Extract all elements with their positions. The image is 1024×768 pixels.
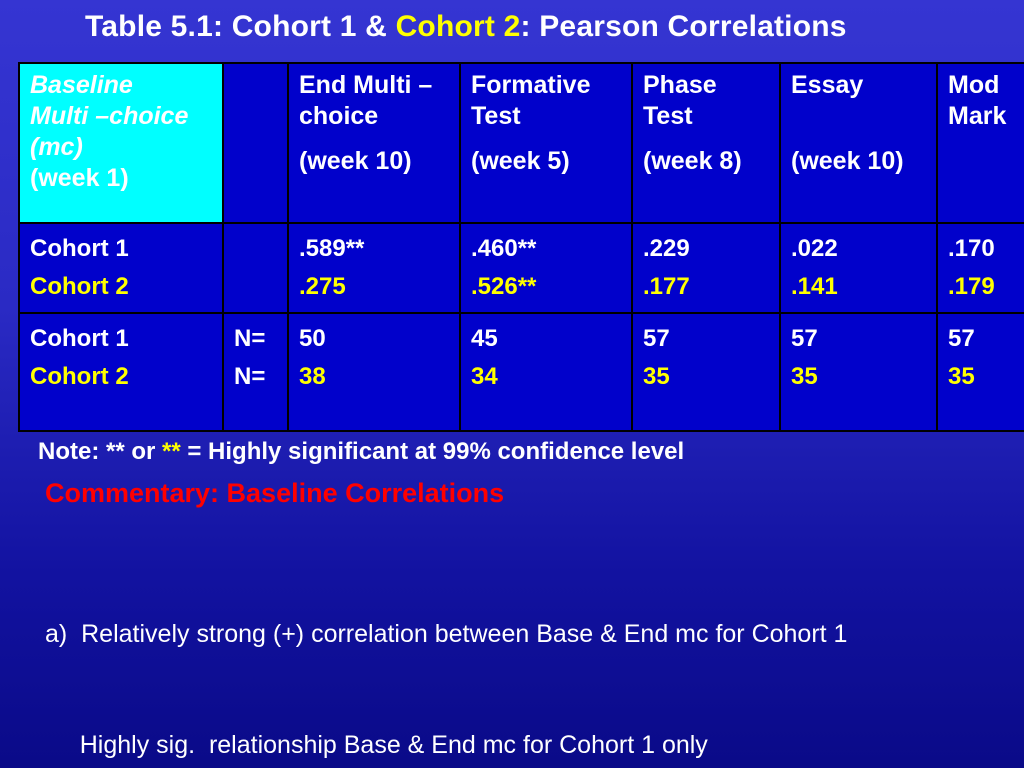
correlations-row: Cohort 1 Cohort 2 .589** .275 .460** .52… xyxy=(18,222,1024,314)
cohort1-label: Cohort 1 xyxy=(30,325,129,352)
n-cohort1: 57 xyxy=(948,325,975,352)
header-formative-week: (week 5) xyxy=(471,147,570,175)
header-mod-line2: Mark xyxy=(948,102,1007,130)
header-cell-mod: Mod Mark xyxy=(936,62,1024,224)
value-cell: 57 35 xyxy=(779,312,938,432)
slide-title: Table 5.1: Cohort 1 & Cohort 2: Pearson … xyxy=(85,10,847,44)
header-cell-endmc: End Multi – choice (week 10) xyxy=(287,62,461,224)
header-essay-week: (week 10) xyxy=(791,147,904,175)
n-cell: N= N= xyxy=(222,312,289,432)
header-cell-empty xyxy=(222,62,289,224)
row-label-cell: Cohort 1 Cohort 2 xyxy=(18,222,224,314)
n-label-2: N= xyxy=(234,363,266,390)
header-phase-week: (week 8) xyxy=(643,147,742,175)
cohort1-label: Cohort 1 xyxy=(30,235,129,262)
cohort2-label: Cohort 2 xyxy=(30,363,129,390)
header-cell-formative: Formative Test (week 5) xyxy=(459,62,633,224)
note-part-2: = Highly significant at 99% confidence l… xyxy=(180,438,685,465)
value-cell: 50 38 xyxy=(287,312,461,432)
value-cohort2: .177 xyxy=(643,273,690,300)
baseline-line-2: Multi –choice xyxy=(30,102,189,130)
value-cohort2: .275 xyxy=(299,273,346,300)
value-cohort1: .229 xyxy=(643,235,690,262)
n-cohort2: 34 xyxy=(471,363,498,390)
correlation-table: Baseline Multi –choice (mc) (week 1) End… xyxy=(18,62,1024,432)
header-cell-essay: Essay (week 10) xyxy=(779,62,938,224)
bullet-a-line1: a) Relatively strong (+) correlation bet… xyxy=(45,620,848,648)
cohort2-label: Cohort 2 xyxy=(30,273,129,300)
value-cohort2: .141 xyxy=(791,273,838,300)
baseline-line-4: (week 1) xyxy=(30,164,129,192)
header-cell-baseline: Baseline Multi –choice (mc) (week 1) xyxy=(18,62,224,224)
header-mod-line1: Mod xyxy=(948,71,1000,99)
n-cohort2: 35 xyxy=(643,363,670,390)
value-cell: .229 .177 xyxy=(631,222,781,314)
table-header-row: Baseline Multi –choice (mc) (week 1) End… xyxy=(18,62,1024,224)
sample-size-row: Cohort 1 Cohort 2 N= N= 50 38 45 34 57 3… xyxy=(18,312,1024,432)
n-label-1: N= xyxy=(234,325,266,352)
header-endmc-line1: End Multi – xyxy=(299,71,433,99)
value-cohort2: .526** xyxy=(471,273,537,300)
n-cohort1: 57 xyxy=(791,325,818,352)
header-phase-line1: Phase xyxy=(643,71,717,99)
value-cohort1: .022 xyxy=(791,235,838,262)
header-formative-line1: Formative xyxy=(471,71,591,99)
value-cohort1: .170 xyxy=(948,235,995,262)
n-cohort2: 38 xyxy=(299,363,326,390)
n-cohort2: 35 xyxy=(791,363,818,390)
header-formative-line2: Test xyxy=(471,102,521,130)
value-cell: .170 .179 xyxy=(936,222,1024,314)
significance-note: Note: ** or ** = Highly significant at 9… xyxy=(38,438,684,466)
row-label-cell: Cohort 1 Cohort 2 xyxy=(18,312,224,432)
value-cell: 57 35 xyxy=(631,312,781,432)
value-cell: .022 .141 xyxy=(779,222,938,314)
header-cell-phase: Phase Test (week 8) xyxy=(631,62,781,224)
note-part-1: Note: ** or xyxy=(38,438,163,465)
header-essay-line2 xyxy=(791,101,928,132)
commentary-heading: Commentary: Baseline Correlations xyxy=(45,478,505,508)
value-cell: 45 34 xyxy=(459,312,633,432)
value-cohort2: .179 xyxy=(948,273,995,300)
n-cohort2: 35 xyxy=(948,363,975,390)
commentary-bullets: a) Relatively strong (+) correlation bet… xyxy=(45,542,1005,768)
baseline-line-3: (mc) xyxy=(30,133,83,161)
baseline-line-1: Baseline xyxy=(30,71,133,99)
value-cell: .460** .526** xyxy=(459,222,633,314)
title-part-2: : Pearson Correlations xyxy=(520,10,847,43)
bullet-a-line2: Highly sig. relationship Base & End mc f… xyxy=(45,731,708,759)
note-yellow-stars: ** xyxy=(162,438,181,465)
header-endmc-line2: choice xyxy=(299,102,379,130)
header-essay-line1: Essay xyxy=(791,71,864,99)
value-cohort1: .460** xyxy=(471,235,537,262)
n-cohort1: 45 xyxy=(471,325,498,352)
value-cohort1: .589** xyxy=(299,235,365,262)
header-endmc-week: (week 10) xyxy=(299,147,412,175)
value-cell: .589** .275 xyxy=(287,222,461,314)
title-part-1: Table 5.1: Cohort 1 & xyxy=(85,10,396,43)
n-cell-empty xyxy=(222,222,289,314)
value-cell: 57 35 xyxy=(936,312,1024,432)
n-cohort1: 57 xyxy=(643,325,670,352)
header-phase-line2: Test xyxy=(643,102,693,130)
n-cohort1: 50 xyxy=(299,325,326,352)
title-highlight-cohort2: Cohort 2 xyxy=(395,10,521,43)
